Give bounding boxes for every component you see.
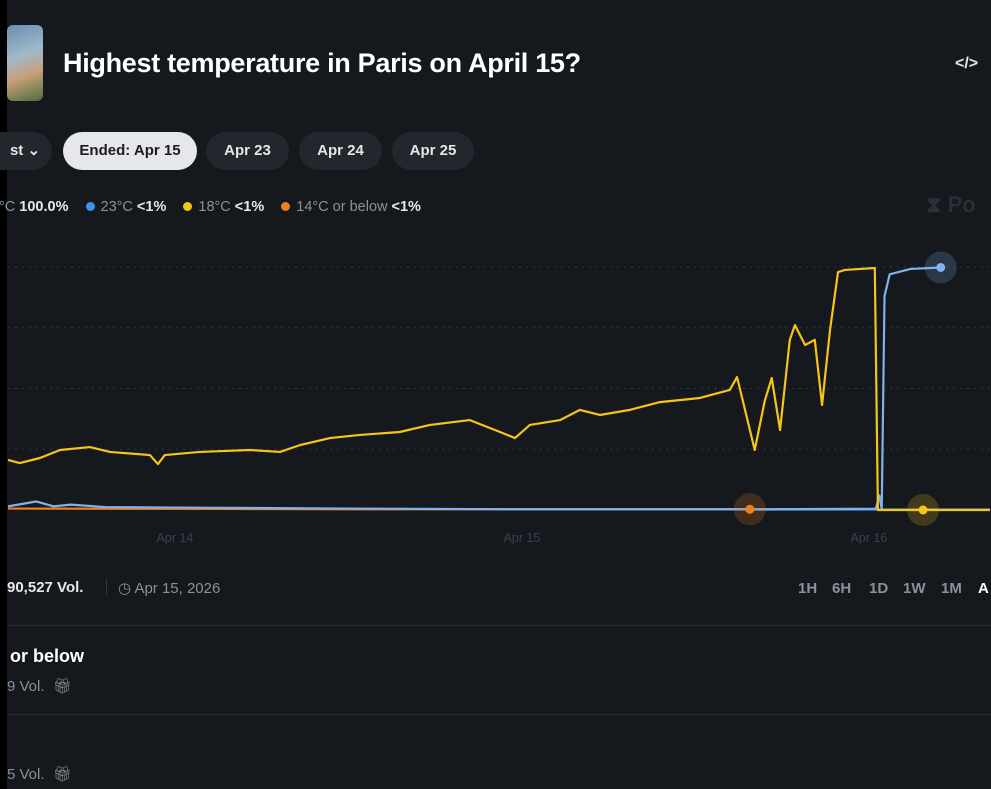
- outcome-volume: 5 Vol. 🎁︎: [7, 765, 72, 783]
- window-edge: [0, 0, 7, 789]
- legend-label: °C: [0, 199, 16, 215]
- tab-apr-24[interactable]: Apr 24: [299, 132, 382, 170]
- range-1d[interactable]: 1D: [869, 580, 889, 597]
- range-6h[interactable]: 6H: [832, 580, 852, 597]
- series-end-marker: [918, 505, 928, 515]
- price-chart[interactable]: Apr 14 Apr 15 Apr 16: [0, 240, 991, 560]
- divider: [106, 579, 107, 595]
- legend-value: <1%: [391, 199, 421, 215]
- clock-icon: ◷: [118, 580, 132, 597]
- gift-icon: 🎁︎: [52, 678, 72, 695]
- outcome-volume-text: 9 Vol.: [7, 678, 45, 695]
- series-end-marker: [745, 504, 755, 514]
- series-line: [7, 266, 990, 512]
- divider: [7, 625, 991, 626]
- x-tick-label: Apr 15: [503, 531, 540, 545]
- outcome-dropdown[interactable]: st ⌄: [0, 132, 52, 170]
- outcome-volume: 9 Vol. 🎁︎: [7, 677, 72, 695]
- legend-label: 14°C or below: [296, 199, 388, 215]
- legend-value: <1%: [136, 199, 167, 215]
- range-1m[interactable]: 1M: [941, 580, 962, 597]
- end-date-text: Apr 15, 2026: [134, 580, 221, 597]
- outcome-volume-text: 5 Vol.: [7, 766, 45, 783]
- tab-apr-23[interactable]: Apr 23: [206, 132, 289, 170]
- series-end-marker: [936, 262, 946, 272]
- brand-watermark: ⧗ Po: [926, 192, 976, 218]
- total-volume: 90,527 Vol.: [7, 579, 84, 596]
- x-tick-label: Apr 16: [850, 531, 887, 545]
- range-all[interactable]: A: [978, 580, 989, 597]
- divider: [7, 714, 991, 715]
- legend-value: 100.0%: [19, 199, 69, 215]
- dropdown-label: st: [9, 142, 24, 159]
- brand-text: Po: [947, 192, 976, 217]
- gift-icon: 🎁︎: [52, 766, 72, 783]
- legend-dot-icon: [281, 202, 291, 211]
- chevron-down-icon: ⌄: [27, 142, 41, 159]
- legend-label: 23°C: [100, 199, 133, 215]
- code-icon[interactable]: </>: [955, 55, 979, 72]
- tab-ended-apr-15[interactable]: Ended: Apr 15: [63, 132, 197, 170]
- market-thumbnail: [7, 25, 43, 101]
- legend-dot-icon: [85, 202, 95, 211]
- outcome-title[interactable]: or below: [10, 646, 85, 666]
- tab-apr-25[interactable]: Apr 25: [392, 132, 474, 170]
- logo-icon: ⧗: [926, 192, 942, 217]
- legend-label: 18°C: [198, 199, 231, 215]
- series-line: [7, 266, 941, 511]
- page-title: Highest temperature in Paris on April 15…: [63, 48, 581, 78]
- legend-value: <1%: [234, 199, 265, 215]
- x-tick-label: Apr 14: [156, 531, 193, 545]
- chart-legend: °C 100.0% 23°C <1% 18°C <1% 14°C or below <1…: [0, 199, 421, 215]
- range-1h[interactable]: 1H: [798, 580, 818, 597]
- end-date: ◷ Apr 15, 2026: [118, 579, 220, 597]
- range-1w[interactable]: 1W: [903, 580, 926, 597]
- legend-dot-icon: [183, 202, 193, 211]
